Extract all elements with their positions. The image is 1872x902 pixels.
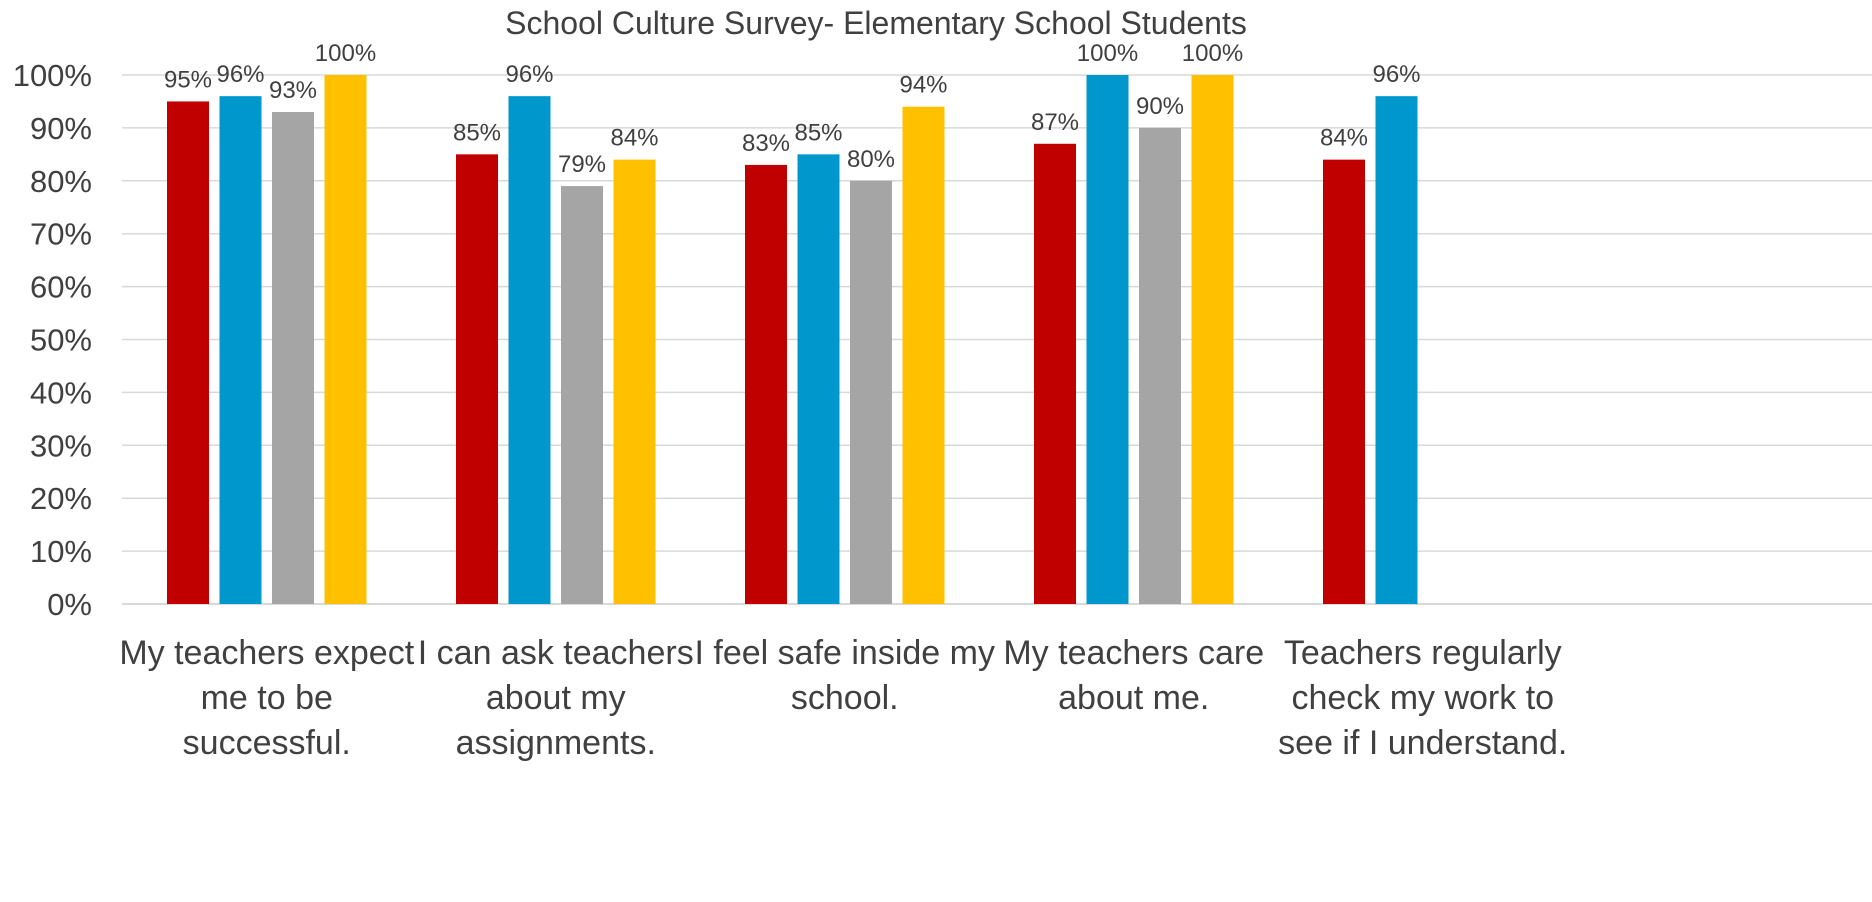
y-tick-label: 60% <box>30 270 92 305</box>
bar <box>561 186 603 604</box>
y-tick-label: 90% <box>30 111 92 146</box>
bar <box>902 106 945 605</box>
bar <box>456 154 498 604</box>
category-label: I can ask teachers about my assignments. <box>418 634 694 762</box>
data-label: 94% <box>899 72 947 99</box>
bar <box>1139 127 1181 605</box>
y-tick-label: 20% <box>30 481 92 516</box>
bar <box>797 154 840 604</box>
bar <box>850 180 892 605</box>
y-tick-label: 40% <box>30 375 92 410</box>
data-label: 85% <box>794 119 842 146</box>
gridlines <box>122 74 1872 605</box>
category-label: My teachers care about me. <box>1003 634 1264 717</box>
data-label: 80% <box>847 146 895 173</box>
category-label: My teachers expect me to be successful. <box>119 634 414 762</box>
y-tick-label: 70% <box>30 217 92 252</box>
data-label: 95% <box>164 66 212 93</box>
category-label: I feel safe inside my school. <box>695 634 995 717</box>
data-label: 100% <box>315 40 376 67</box>
y-axis-ticks: 0% 10% 20% 30% 40% 50% 60% 70% 80% 90% 100% <box>13 58 92 622</box>
y-tick-label: 30% <box>30 428 92 463</box>
y-tick-label: 10% <box>30 534 92 569</box>
bar <box>1034 143 1076 604</box>
y-tick-label: 0% <box>47 587 92 622</box>
data-label: 83% <box>742 130 790 157</box>
bar <box>613 159 656 604</box>
bar <box>1086 75 1129 604</box>
data-label: 96% <box>505 61 553 88</box>
bars <box>167 75 1418 605</box>
data-labels: 95%85% 83%87%84%96% 96%85%100%96%93%79% 80%… <box>164 40 1421 178</box>
data-label: 79% <box>558 151 606 178</box>
y-tick-label: 100% <box>13 58 92 93</box>
data-label: 87% <box>1031 109 1079 136</box>
bar <box>219 96 262 604</box>
data-label: 100% <box>1182 40 1243 67</box>
data-label: 96% <box>1372 61 1420 88</box>
x-axis-categories: My teachers expect me to be successful.I c… <box>119 634 1567 762</box>
bar <box>1375 96 1418 604</box>
y-tick-label: 50% <box>30 323 92 358</box>
category-label: Teachers regularly check my work to see if… <box>1278 634 1567 762</box>
bar <box>745 164 787 604</box>
data-label: 100% <box>1077 40 1138 67</box>
data-label: 96% <box>216 61 264 88</box>
bar <box>1191 75 1234 604</box>
bar <box>167 101 209 604</box>
bar <box>272 112 314 604</box>
data-label: 93% <box>269 77 317 104</box>
data-label: 85% <box>453 119 501 146</box>
data-label: 90% <box>1136 93 1184 120</box>
bar <box>1323 159 1365 604</box>
bar <box>508 96 551 604</box>
chart-title: School Culture Survey- Elementary School… <box>505 5 1247 41</box>
data-label: 84% <box>610 125 658 152</box>
bar <box>324 75 367 604</box>
y-tick-label: 80% <box>30 164 92 199</box>
data-label: 84% <box>1320 125 1368 152</box>
